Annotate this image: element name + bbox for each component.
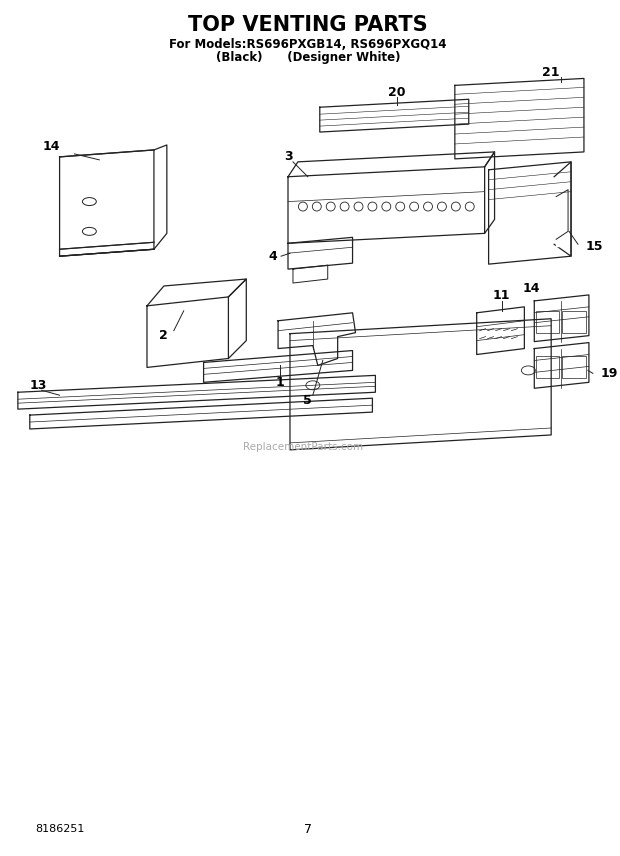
Text: 14: 14 bbox=[523, 282, 540, 295]
Text: 4: 4 bbox=[268, 250, 278, 263]
Bar bbox=[562, 356, 586, 378]
Text: 15: 15 bbox=[586, 240, 603, 253]
Bar bbox=[536, 311, 559, 333]
Text: 21: 21 bbox=[542, 66, 560, 79]
Text: 11: 11 bbox=[493, 289, 510, 302]
Text: ReplacementParts.com: ReplacementParts.com bbox=[243, 442, 363, 452]
Text: 14: 14 bbox=[43, 140, 60, 153]
Text: TOP VENTING PARTS: TOP VENTING PARTS bbox=[188, 15, 428, 35]
Text: 20: 20 bbox=[389, 86, 406, 98]
Text: 2: 2 bbox=[159, 330, 168, 342]
Bar bbox=[562, 311, 586, 333]
Bar bbox=[556, 197, 568, 247]
Text: 5: 5 bbox=[303, 394, 312, 407]
Bar bbox=[536, 356, 559, 378]
Text: (Black)      (Designer White): (Black) (Designer White) bbox=[216, 51, 400, 64]
Text: 8186251: 8186251 bbox=[35, 824, 84, 835]
Text: 1: 1 bbox=[276, 376, 285, 389]
Text: 19: 19 bbox=[601, 367, 618, 380]
Text: 3: 3 bbox=[284, 151, 292, 163]
Text: 13: 13 bbox=[30, 379, 47, 392]
Text: 7: 7 bbox=[304, 823, 312, 835]
Text: For Models:RS696PXGB14, RS696PXGQ14: For Models:RS696PXGB14, RS696PXGQ14 bbox=[169, 39, 446, 51]
